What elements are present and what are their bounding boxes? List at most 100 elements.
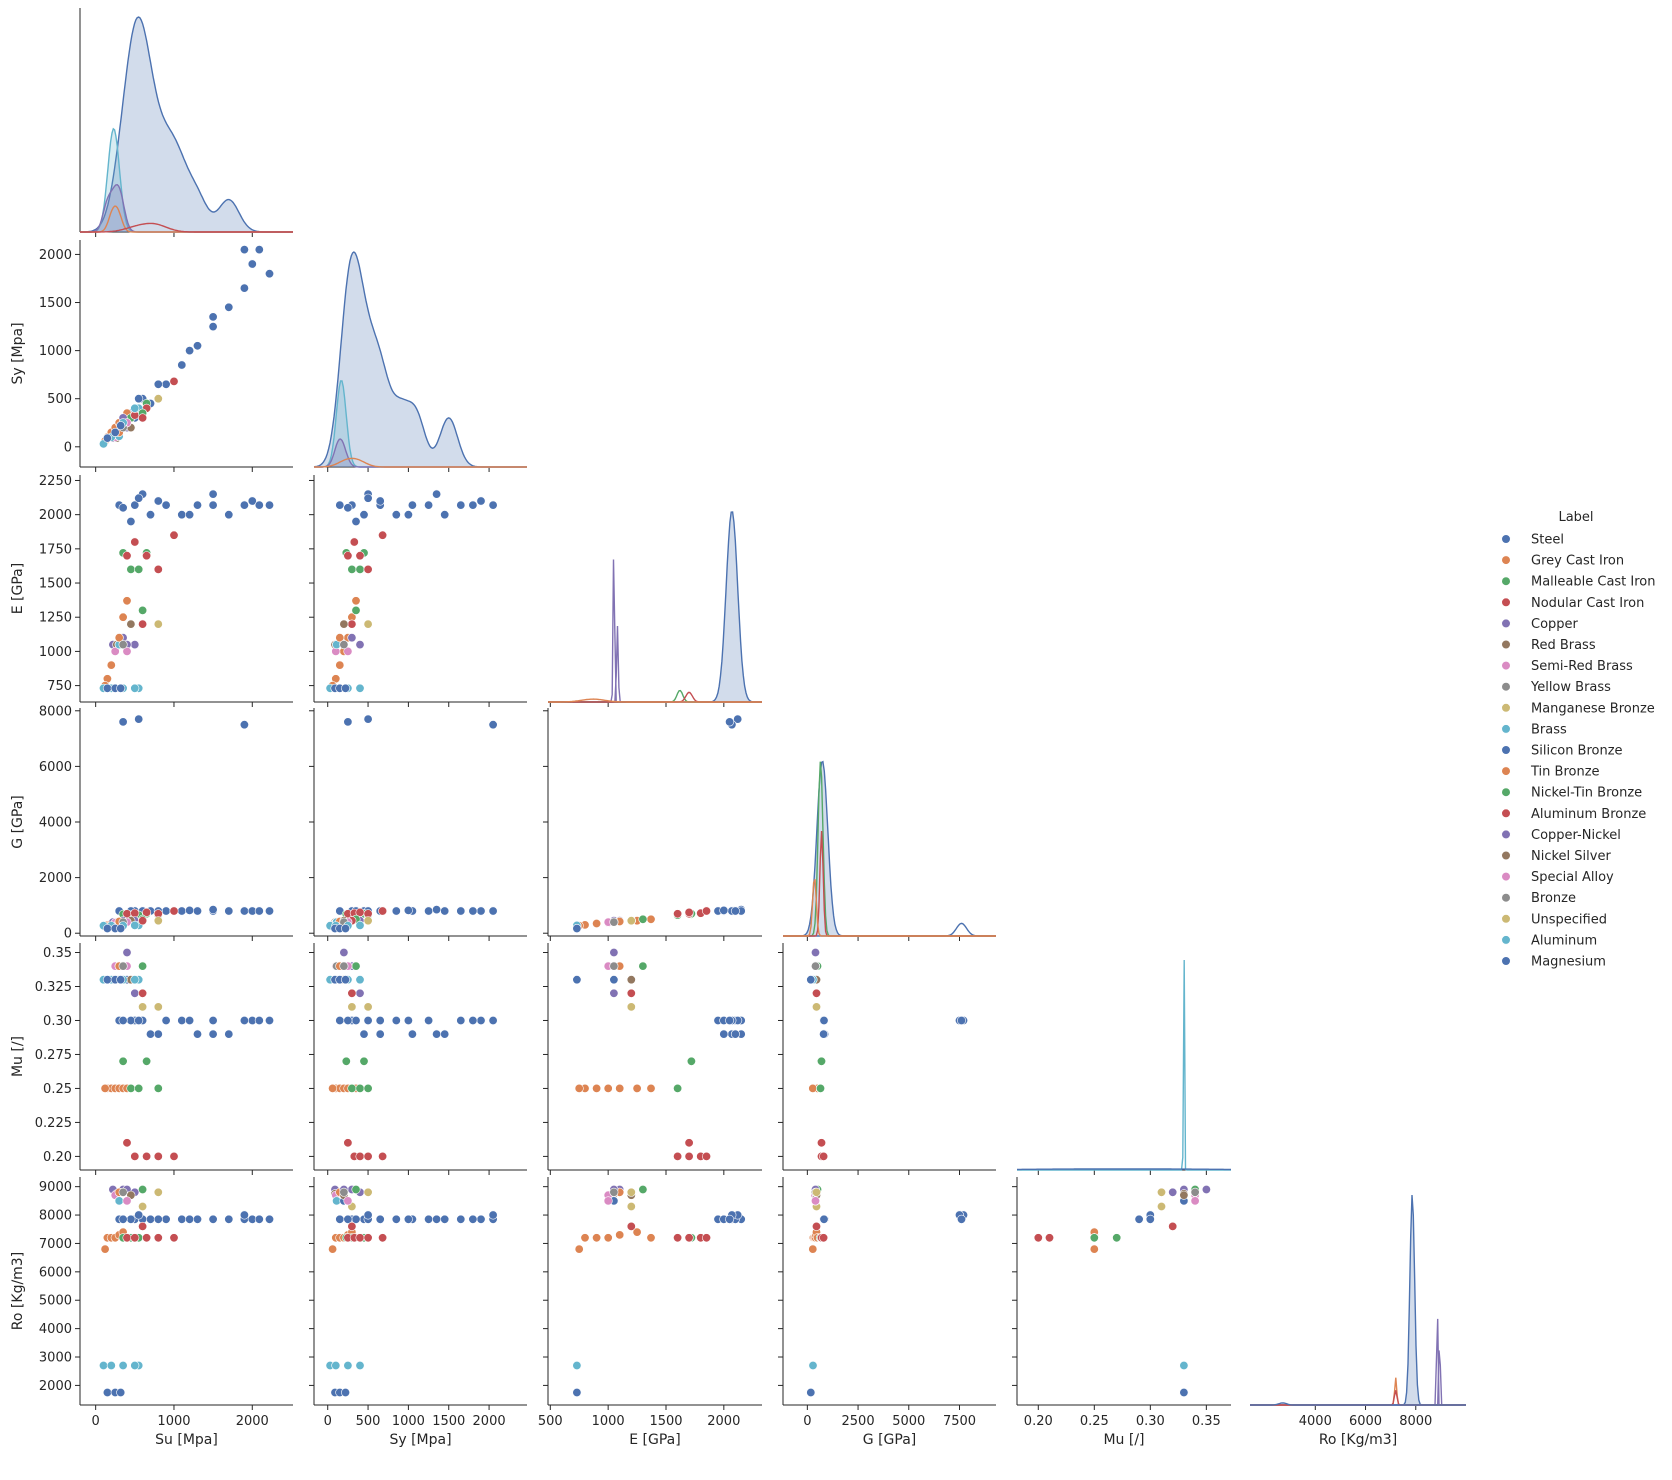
- scatter-point: [457, 501, 465, 509]
- scatter-point: [1169, 1222, 1177, 1230]
- scatter-point: [127, 1215, 135, 1223]
- scatter-point: [117, 684, 125, 692]
- scatter-point: [720, 906, 728, 914]
- legend-item: Manganese Bronze: [1502, 701, 1655, 716]
- scatter-point: [193, 1215, 201, 1223]
- scatter-point: [193, 907, 201, 915]
- scatter-point: [99, 1361, 107, 1369]
- scatter-point: [119, 1361, 127, 1369]
- scatter-point: [725, 1016, 733, 1024]
- scatter-point: [457, 907, 465, 915]
- scatter-point: [138, 620, 146, 628]
- scatter-point: [119, 613, 127, 621]
- x-tick-label: 7500: [943, 1414, 976, 1429]
- scatter-point: [103, 434, 111, 442]
- scatter-point: [627, 989, 635, 997]
- legend-item: Steel: [1502, 533, 1564, 548]
- scatter-point: [673, 1084, 681, 1092]
- scatter-point: [731, 907, 739, 915]
- scatter-point: [352, 1185, 360, 1193]
- panel-4-4: [1017, 1170, 1231, 1175]
- scatter-point: [336, 501, 344, 509]
- scatter-point: [633, 1084, 641, 1092]
- y-axis-label: Ro [Kg/m3]: [10, 1252, 26, 1330]
- scatter-point: [341, 1388, 349, 1396]
- scatter-point: [477, 1016, 485, 1024]
- scatter-point: [178, 511, 186, 519]
- scatter-point: [647, 1234, 655, 1242]
- panel-3-2: [543, 708, 762, 941]
- scatter-point: [131, 1234, 139, 1242]
- scatter-point: [103, 684, 111, 692]
- scatter-point: [265, 1016, 273, 1024]
- scatter-point: [138, 1202, 146, 1210]
- scatter-point: [432, 1030, 440, 1038]
- x-axis-label: Mu [/]: [1103, 1432, 1144, 1448]
- y-axis-label: Mu [/]: [10, 1036, 26, 1077]
- y-tick-label: 750: [47, 679, 72, 694]
- scatter-point: [170, 377, 178, 385]
- scatter-point: [115, 1197, 123, 1205]
- scatter-point: [575, 1084, 583, 1092]
- scatter-point: [138, 606, 146, 614]
- scatter-point: [154, 917, 162, 925]
- y-tick-label: 0.35: [43, 946, 72, 961]
- legend-marker: [1502, 936, 1511, 945]
- scatter-point: [193, 1030, 201, 1038]
- scatter-point: [135, 1211, 143, 1219]
- scatter-point: [812, 989, 820, 997]
- scatter-point: [673, 1234, 681, 1242]
- legend-label: Bronze: [1531, 891, 1576, 906]
- scatter-point: [154, 497, 162, 505]
- scatter-point: [573, 1361, 581, 1369]
- legend-item: Aluminum: [1502, 933, 1597, 948]
- scatter-point: [348, 565, 356, 573]
- scatter-point: [135, 395, 143, 403]
- scatter-point: [127, 517, 135, 525]
- scatter-point: [378, 1152, 386, 1160]
- scatter-point: [604, 1084, 612, 1092]
- scatter-point: [610, 948, 618, 956]
- scatter-point: [573, 924, 581, 932]
- scatter-point: [489, 1211, 497, 1219]
- scatter-point: [123, 1139, 131, 1147]
- legend-label: Manganese Bronze: [1531, 701, 1655, 716]
- legend-item: Copper-Nickel: [1502, 828, 1621, 843]
- x-tick-label: 500: [356, 1414, 381, 1429]
- scatter-point: [162, 1016, 170, 1024]
- scatter-point: [162, 1215, 170, 1223]
- scatter-point: [360, 1057, 368, 1065]
- kde-curve: [1017, 960, 1231, 1170]
- legend-marker: [1502, 619, 1511, 628]
- scatter-point: [639, 1185, 647, 1193]
- scatter-point: [809, 1361, 817, 1369]
- scatter-point: [332, 1361, 340, 1369]
- x-tick-label: 1500: [432, 1414, 465, 1429]
- scatter-point: [119, 1215, 127, 1223]
- legend-label: Grey Cast Iron: [1531, 554, 1624, 569]
- scatter-point: [185, 346, 193, 354]
- scatter-point: [812, 1222, 820, 1230]
- scatter-point: [328, 1084, 336, 1092]
- scatter-point: [356, 1152, 364, 1160]
- scatter-point: [162, 380, 170, 388]
- scatter-point: [135, 715, 143, 723]
- scatter-point: [154, 1234, 162, 1242]
- scatter-point: [209, 905, 217, 913]
- scatter-point: [154, 1215, 162, 1223]
- scatter-point: [457, 1215, 465, 1223]
- scatter-point: [119, 504, 127, 512]
- kde-line: [1250, 1378, 1466, 1405]
- scatter-point: [364, 1084, 372, 1092]
- panel-4-3: [778, 943, 996, 1175]
- legend-marker: [1502, 535, 1511, 544]
- scatter-point: [209, 1016, 217, 1024]
- scatter-point: [111, 428, 119, 436]
- scatter-point: [103, 924, 111, 932]
- scatter-point: [209, 322, 217, 330]
- scatter-point: [344, 1361, 352, 1369]
- scatter-point: [685, 1139, 693, 1147]
- scatter-point: [1135, 1215, 1143, 1223]
